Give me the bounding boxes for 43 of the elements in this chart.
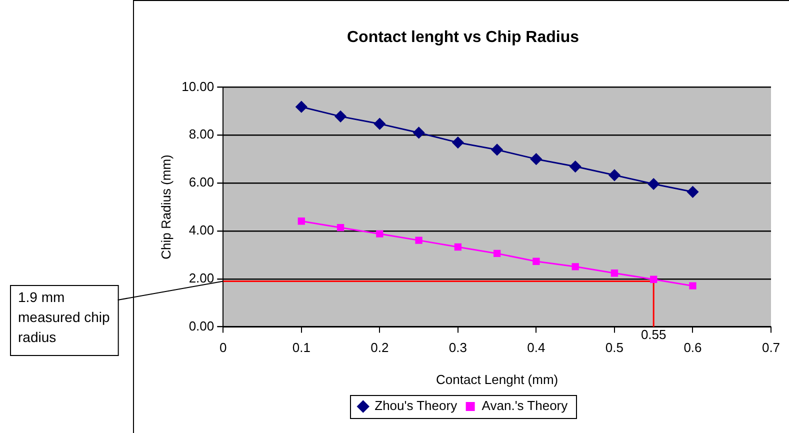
x-axis-title: Contact Lenght (mm) <box>436 372 558 387</box>
x-tick-label: 0.4 <box>527 340 546 356</box>
point <box>376 230 384 238</box>
point <box>648 178 660 190</box>
x-tick-label: 0.3 <box>448 340 467 356</box>
point <box>493 250 501 258</box>
point <box>413 126 425 138</box>
point <box>650 276 658 283</box>
y-tick-label: 6.00 <box>188 174 214 190</box>
point <box>374 118 386 130</box>
y-tick-label: 0.00 <box>188 318 214 334</box>
x-tick-label: 0.7 <box>762 340 780 356</box>
x-tick-label: 0.5 <box>605 340 624 356</box>
y-axis-title: Chip Radius (mm) <box>158 154 174 260</box>
x-tick-label: 0.6 <box>684 340 702 356</box>
point <box>336 224 344 232</box>
point <box>686 186 698 198</box>
annotation: 1.9 mm measured chip radius <box>18 288 110 345</box>
y-tick-label: 2.00 <box>188 270 214 286</box>
point <box>296 101 308 113</box>
y-tick-label: 4.00 <box>188 222 214 238</box>
point <box>689 282 696 290</box>
point <box>452 136 464 148</box>
point <box>570 160 582 172</box>
legend-label: Avan.'s Theory <box>482 398 568 414</box>
point <box>530 153 542 165</box>
point <box>454 243 462 251</box>
point <box>572 263 579 270</box>
y-tick-label: 10.00 <box>182 78 214 94</box>
chart-title: Contact lenght vs Chip Radius <box>346 29 580 46</box>
point <box>610 270 618 277</box>
point <box>532 258 540 265</box>
point <box>334 110 346 122</box>
point <box>608 169 620 181</box>
annotation: 0.55 <box>640 326 666 342</box>
x-tick-label: 0.1 <box>292 340 310 356</box>
point <box>415 236 422 244</box>
point <box>298 218 305 225</box>
point <box>491 144 503 156</box>
x-tick-label: 0.2 <box>370 340 389 356</box>
y-tick-label: 8.00 <box>188 126 214 142</box>
legend-label: Zhou's Theory <box>374 398 458 414</box>
x-tick-label: 0 <box>220 340 227 356</box>
